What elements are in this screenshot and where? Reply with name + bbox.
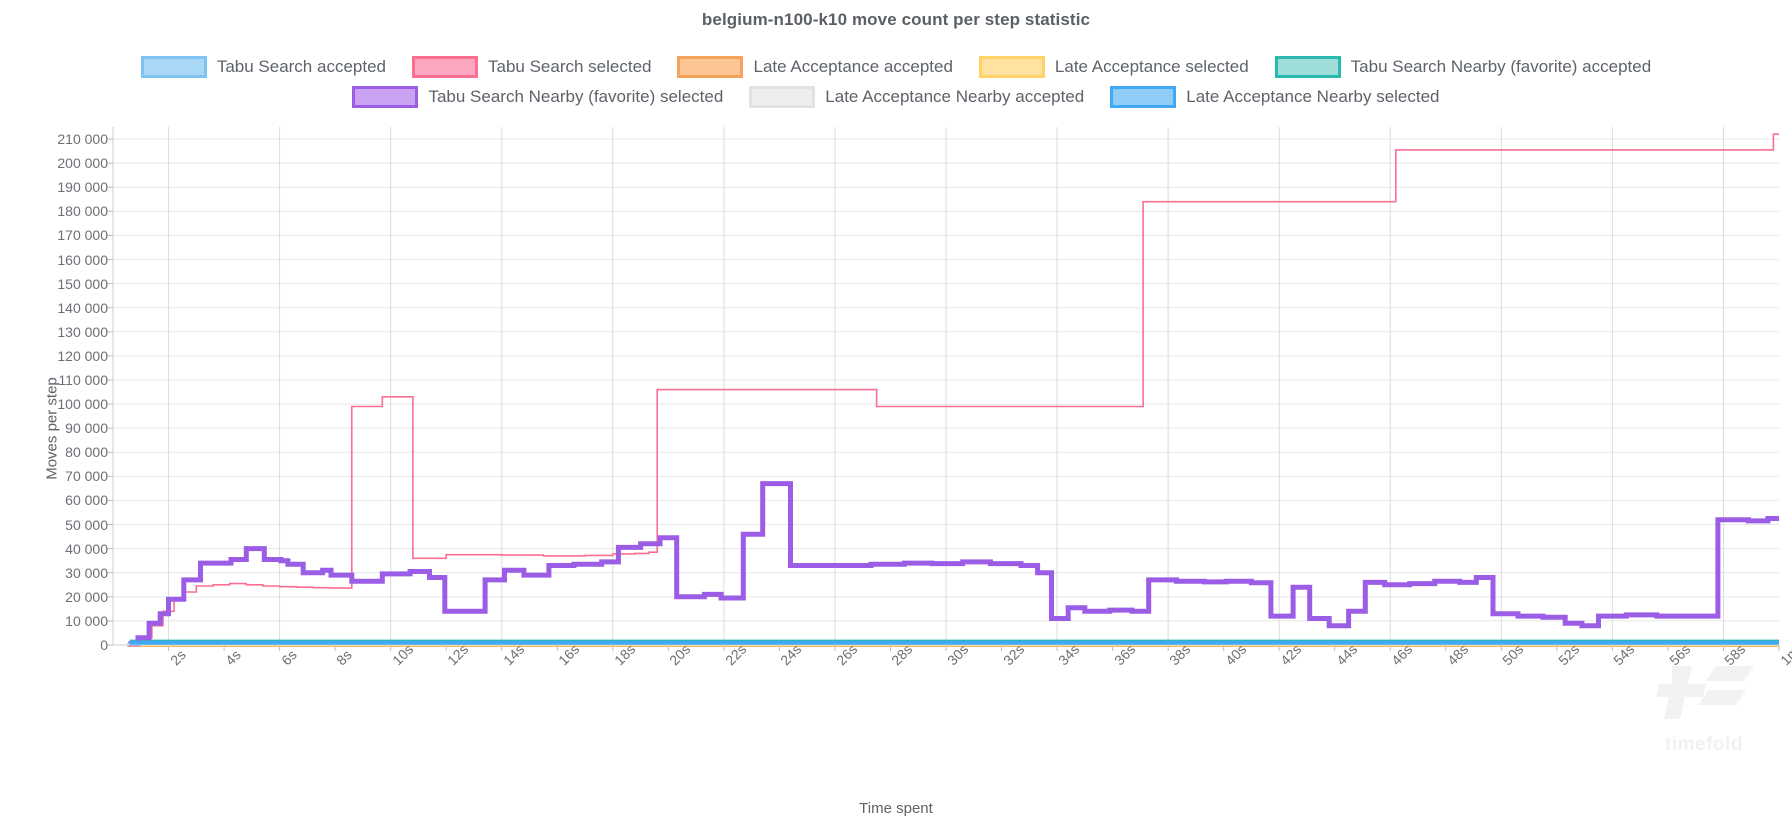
x-tick-label: 42s [1277,641,1305,669]
x-tick-label: 44s [1332,641,1360,669]
y-tick-label: 210 000 [57,131,108,148]
x-tick-label: 2s [166,646,189,669]
y-tick-label: 60 000 [65,492,108,509]
y-tick-label: 90 000 [65,420,108,437]
legend-label: Tabu Search Nearby (favorite) selected [428,87,724,106]
y-tick-label: 170 000 [57,227,108,244]
chart-legend: Tabu Search accepted Tabu Search selected… [0,52,1792,112]
x-tick-label: 40s [1221,641,1249,669]
x-axis-title: Time spent [859,800,933,817]
x-tick-label: 38s [1166,641,1194,669]
y-tick-label: 20 000 [65,588,108,605]
chart-title: belgium-n100-k10 move count per step sta… [701,10,1091,29]
y-tick-label: 160 000 [57,251,108,268]
x-tick-label: 48s [1443,641,1472,669]
y-axis-ticks: 0 10 000 20 000 30 000 40 000 50 000 60 000 70 … [16,0,108,832]
y-tick-label: 120 000 [57,347,108,364]
legend-label: Tabu Search Nearby (favorite) accepted [1350,57,1652,76]
x-tick-label: 8s [333,646,355,669]
x-tick-label: 58s [1721,641,1749,669]
x-tick-label: 24s [777,641,805,669]
legend-label: Late Acceptance accepted [753,57,953,76]
legend-row-2: Tabu Search Nearby (favorite) selected La… [0,82,1792,112]
x-tick-label: 6s [277,646,300,669]
legend-label: Late Acceptance Nearby accepted [825,87,1085,106]
y-tick-label: 50 000 [65,516,108,533]
legend-swatch-icon [411,56,478,78]
legend-label: Tabu Search selected [487,57,652,76]
y-tick-label: 30 000 [65,564,108,581]
legend-swatch-icon [677,56,744,78]
y-tick-label: 200 000 [57,155,108,172]
x-tick-label: 26s [832,641,861,669]
x-tick-label: 50s [1499,641,1527,669]
series-line [129,133,1779,645]
legend-item[interactable]: Tabu Search selected [411,56,652,78]
legend-swatch-icon [352,86,419,108]
y-tick-label: 140 000 [57,299,108,316]
x-tick-label: 30s [944,641,972,669]
legend-swatch-icon [749,86,816,108]
legend-label: Late Acceptance selected [1054,57,1249,76]
legend-swatch-icon [140,56,207,78]
x-tick-label: 20s [666,641,694,669]
legend-label: Late Acceptance Nearby selected [1186,87,1440,106]
x-tick-label: 34s [1055,641,1083,669]
x-tick-label: 1m [1777,643,1792,669]
x-tick-label: 16s [555,641,583,669]
legend-label: Tabu Search accepted [216,57,386,76]
legend-row-1: Tabu Search accepted Tabu Search selected… [0,52,1792,82]
legend-swatch-icon [1274,56,1341,78]
x-tick-label: 56s [1665,641,1694,669]
x-tick-label: 10s [388,641,416,669]
x-tick-label: 12s [444,641,472,669]
y-tick-label: 80 000 [65,444,108,461]
x-tick-label: 52s [1554,641,1583,669]
y-tick-label: 0 [100,637,108,653]
legend-item[interactable]: Late Acceptance selected [978,56,1249,78]
x-tick-label: 54s [1610,641,1638,669]
y-tick-label: 180 000 [57,203,108,220]
y-tick-label: 130 000 [57,323,108,340]
x-tick-label: 4s [222,646,244,669]
legend-item[interactable]: Late Acceptance Nearby selected [1110,86,1440,108]
legend-item[interactable]: Tabu Search accepted [140,56,386,78]
y-axis-title: Moves per step [43,377,61,480]
series-line [128,481,1779,647]
y-tick-label: 70 000 [65,468,108,485]
y-tick-label: 10 000 [65,612,108,629]
x-tick-label: 18s [610,641,639,669]
legend-item[interactable]: Tabu Search Nearby (favorite) selected [352,86,723,108]
y-tick-label: 150 000 [57,275,108,292]
x-tick-label: 36s [1110,641,1138,669]
y-tick-label: 40 000 [65,540,108,557]
series-group [126,133,1779,647]
legend-item[interactable]: Late Acceptance Nearby accepted [749,86,1084,108]
legend-item[interactable]: Late Acceptance accepted [677,56,953,78]
y-tick-label: 100 000 [57,396,108,413]
legend-swatch-icon [1110,86,1177,108]
x-tick-label: 32s [999,641,1027,669]
y-tick-label: 190 000 [57,179,108,196]
legend-swatch-icon [978,56,1045,78]
x-tick-label: 22s [721,641,750,669]
y-tick-label: 110 000 [58,371,108,388]
legend-item[interactable]: Tabu Search Nearby (favorite) accepted [1274,56,1652,78]
x-tick-label: 28s [888,641,916,669]
x-tick-label: 46s [1388,641,1416,669]
x-tick-label: 14s [499,641,527,669]
